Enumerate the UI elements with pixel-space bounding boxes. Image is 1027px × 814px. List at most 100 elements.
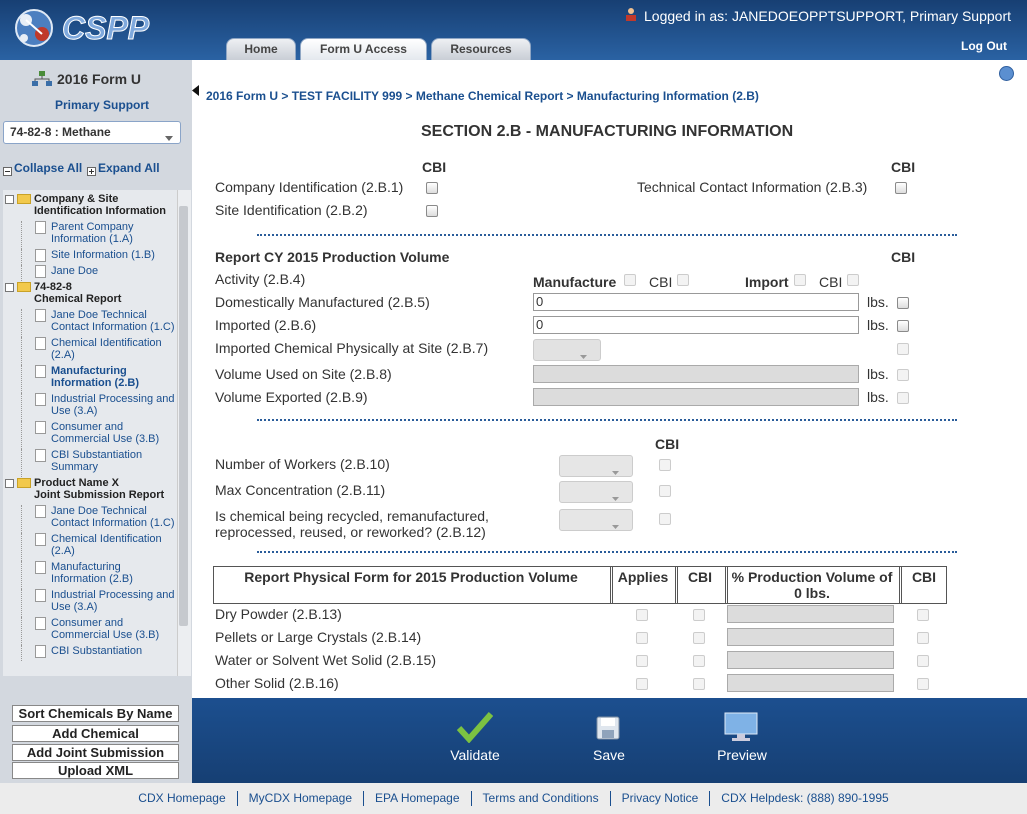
item-label: Manufacturing Information (2.B) bbox=[51, 561, 133, 585]
form-icon-svg bbox=[32, 71, 52, 86]
footer-link[interactable]: Terms and Conditions bbox=[470, 791, 610, 806]
action-button[interactable]: Validate bbox=[450, 747, 500, 763]
field-label: Site Identification (2.B.2) bbox=[215, 202, 368, 218]
checkbox bbox=[636, 655, 648, 667]
chemical-select[interactable]: 74-82-8 : Methane bbox=[3, 121, 181, 144]
checkbox[interactable] bbox=[897, 297, 909, 309]
logout-link[interactable]: Log Out bbox=[961, 39, 1007, 53]
section-heading: Report CY 2015 Production Volume bbox=[215, 249, 450, 265]
file-icon bbox=[35, 449, 46, 462]
text-input-disabled bbox=[533, 388, 859, 406]
tree-item[interactable]: Chemical Identification (2.A) bbox=[21, 533, 177, 561]
footer-link[interactable]: CDX Helpdesk: (888) 890-1995 bbox=[709, 791, 899, 806]
footer-link[interactable]: CDX Homepage bbox=[138, 791, 226, 805]
field-label: Imported (2.B.6) bbox=[215, 317, 317, 333]
checkbox bbox=[794, 274, 806, 286]
checkbox bbox=[897, 343, 909, 355]
file-icon bbox=[35, 561, 46, 574]
folder-label: Company & Site Identification Informatio… bbox=[34, 193, 166, 217]
checkbox[interactable] bbox=[426, 182, 438, 194]
select-arrow-svg bbox=[612, 525, 619, 529]
item-label: Parent Company Information (1.A) bbox=[51, 221, 134, 245]
section-title: SECTION 2.B - MANUFACTURING INFORMATION bbox=[421, 123, 794, 140]
tree-item[interactable]: Industrial Processing and Use (3.A) bbox=[21, 393, 177, 421]
table-header: % Production Volume of 0 lbs. bbox=[725, 567, 896, 603]
checkbox bbox=[917, 678, 929, 690]
tree-item[interactable]: Site Information (1.B) bbox=[21, 249, 177, 265]
tree-item[interactable]: CBI Substantiation Summary bbox=[21, 449, 177, 477]
action-button[interactable]: Save bbox=[593, 747, 625, 763]
field-label: Technical Contact Information (2.B.3) bbox=[637, 179, 868, 195]
footer-link[interactable]: Privacy Notice bbox=[609, 791, 710, 806]
tree-folder[interactable]: Product Name X Joint Submission Report bbox=[3, 477, 177, 501]
tree-item[interactable]: Consumer and Commercial Use (3.B) bbox=[21, 617, 177, 645]
form-title: 2016 Form U bbox=[57, 71, 142, 87]
file-icon bbox=[35, 309, 46, 322]
tree-item[interactable]: Manufacturing Information (2.B) bbox=[21, 365, 177, 393]
collapse-all[interactable]: Collapse All bbox=[14, 161, 83, 175]
checkbox[interactable] bbox=[897, 320, 909, 332]
tree-folder[interactable]: Company & Site Identification Informatio… bbox=[3, 193, 177, 217]
table-header: CBI bbox=[675, 567, 722, 603]
checkbox[interactable] bbox=[895, 182, 907, 194]
text-input-disabled bbox=[727, 674, 894, 692]
tree-item[interactable]: Manufacturing Information (2.B) bbox=[21, 561, 177, 589]
tree-folder[interactable]: 74-82-8 Chemical Report bbox=[3, 281, 177, 305]
footer-links: CDX Homepage MyCDX Homepage EPA Homepage Te… bbox=[0, 791, 1027, 806]
tree-item[interactable]: Jane Doe bbox=[21, 265, 177, 281]
tree-item[interactable]: Parent Company Information (1.A) bbox=[21, 221, 177, 249]
tab[interactable]: Home bbox=[226, 38, 296, 60]
text-input-disabled bbox=[727, 605, 894, 623]
sidebar-button[interactable]: Add Chemical bbox=[12, 725, 179, 742]
action-icon-svg bbox=[456, 712, 494, 744]
select-arrow bbox=[612, 463, 619, 475]
field-label: Other Solid (2.B.16) bbox=[215, 675, 339, 691]
tab[interactable]: Resources bbox=[431, 38, 531, 60]
sidebar-button[interactable]: Upload XML bbox=[12, 762, 179, 779]
tree-item[interactable]: Consumer and Commercial Use (3.B) bbox=[21, 421, 177, 449]
checkbox bbox=[917, 655, 929, 667]
action-icon bbox=[724, 712, 758, 742]
checkbox bbox=[677, 274, 689, 286]
user-icon-svg bbox=[626, 8, 636, 21]
file-icon bbox=[35, 265, 46, 278]
collapse-box-svg bbox=[3, 167, 12, 176]
field-label: Volume Used on Site (2.B.8) bbox=[215, 366, 392, 382]
breadcrumb[interactable]: 2016 Form U > TEST FACILITY 999 > Methan… bbox=[206, 89, 759, 103]
tab[interactable]: Form U Access bbox=[300, 38, 427, 60]
checkbox bbox=[659, 485, 671, 497]
sidebar-button[interactable]: Sort Chemicals By Name bbox=[12, 705, 179, 722]
text-input[interactable]: 0 bbox=[533, 293, 859, 311]
action-button[interactable]: Preview bbox=[717, 747, 767, 763]
tree-item[interactable]: CBI Substantiation bbox=[21, 645, 177, 661]
activity-cbi: CBI bbox=[819, 274, 843, 290]
checkbox[interactable] bbox=[426, 205, 438, 217]
tree: Company & Site Identification Informatio… bbox=[3, 190, 177, 676]
field-label: Dry Powder (2.B.13) bbox=[215, 606, 342, 622]
folder-label: Product Name X Joint Submission Report bbox=[34, 477, 165, 501]
checkbox bbox=[636, 609, 648, 621]
tree-item[interactable]: Chemical Identification (2.A) bbox=[21, 337, 177, 365]
tree-item[interactable]: Jane Doe Technical Contact Information (… bbox=[21, 309, 177, 337]
checkbox bbox=[659, 513, 671, 525]
select-arrow bbox=[165, 129, 173, 141]
item-label: CBI Substantiation Summary bbox=[51, 449, 143, 473]
footer-link[interactable]: EPA Homepage bbox=[363, 791, 471, 806]
sidebar-button[interactable]: Add Joint Submission bbox=[12, 744, 179, 761]
expand-all[interactable]: Expand All bbox=[98, 161, 160, 175]
tree-item[interactable]: Jane Doe Technical Contact Information (… bbox=[21, 505, 177, 533]
checkbox bbox=[693, 609, 705, 621]
text-input[interactable]: 0 bbox=[533, 316, 859, 334]
file-icon bbox=[35, 505, 46, 518]
help-icon bbox=[999, 66, 1014, 81]
item-label: Consumer and Commercial Use (3.B) bbox=[51, 421, 160, 445]
checkbox bbox=[636, 678, 648, 690]
select-arrow-svg bbox=[165, 136, 173, 141]
item-label: Manufacturing Information (2.B) bbox=[51, 365, 139, 389]
item-label: Consumer and Commercial Use (3.B) bbox=[51, 617, 160, 641]
logged-in-label: Logged in as: bbox=[644, 8, 729, 24]
table-frame bbox=[213, 566, 947, 604]
footer-link[interactable]: MyCDX Homepage bbox=[236, 791, 363, 806]
tree-item[interactable]: Industrial Processing and Use (3.A) bbox=[21, 589, 177, 617]
folder-icon bbox=[17, 194, 31, 204]
